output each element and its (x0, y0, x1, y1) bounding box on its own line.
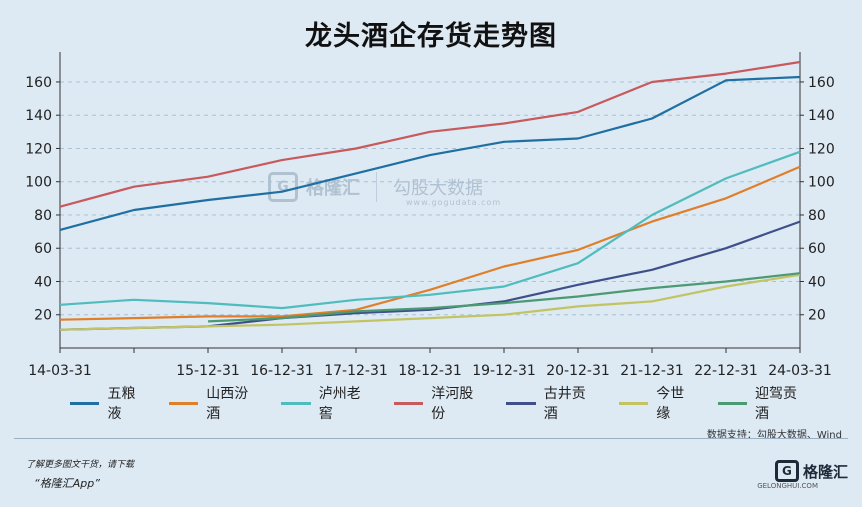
x-tick-label: 22-12-31 (694, 363, 758, 379)
legend-label: 山西汾酒 (206, 386, 249, 422)
series-line (59, 273, 801, 331)
legend-label: 五粮液 (107, 386, 136, 422)
watermark-text: 勾股大数据 (393, 178, 483, 199)
y-tick-label-right: 100 (808, 175, 835, 191)
data-source: 数据支持：勾股大数据、Wind (706, 430, 842, 441)
legend-label: 泸州老窖 (318, 386, 361, 422)
series-line (207, 272, 801, 323)
x-tick-label: 21-12-31 (620, 363, 684, 379)
legend-item: 山西汾酒 (168, 383, 262, 423)
legend-label: 洋河股份 (431, 386, 474, 422)
brand-name: 格隆汇 (802, 462, 848, 481)
footer-note: 了解更多图文干货，请下载 (26, 460, 135, 470)
legend-item: 古井贡酒 (506, 383, 599, 423)
x-tick-label: 17-12-31 (324, 363, 388, 379)
y-tick-label-left: 160 (25, 75, 52, 91)
y-tick-label-right: 140 (808, 108, 835, 124)
legend-swatch (717, 401, 748, 405)
watermark-url: www.gogudata.com (406, 198, 502, 207)
line-chart: 20 20 40 40 60 60 80 80 100 100 120 120 140 140 160 160… (25, 52, 835, 379)
watermark-divider (376, 172, 377, 202)
series-line (59, 150, 801, 310)
y-tick-label-left: 20 (34, 308, 52, 324)
y-tick-label-left: 60 (34, 241, 52, 257)
legend-swatch (618, 401, 649, 405)
footer-app-name: “格隆汇App” (34, 477, 100, 490)
y-tick-label-left: 80 (34, 208, 52, 224)
legend-swatch (506, 401, 536, 405)
x-tick-label: 16-12-31 (250, 363, 314, 379)
legend-label: 古井贡酒 (543, 386, 586, 422)
y-tick-label-right: 160 (808, 75, 835, 91)
y-tick-label-left: 100 (25, 175, 52, 191)
x-tick-label: 18-12-31 (398, 363, 462, 379)
x-tick-label: 19-12-31 (472, 363, 536, 379)
brand-sub: GELONGHUI.COM (757, 482, 818, 490)
legend-item: 泸州老窖 (281, 383, 374, 423)
legend-swatch (70, 401, 100, 405)
chart-title: 龙头酒企存货走势图 (305, 21, 557, 52)
legend-swatch (393, 401, 424, 405)
x-tick-label: 24-03-31 (768, 363, 832, 379)
x-tick-label: 14-03-31 (28, 363, 92, 379)
y-tick-label-right: 20 (808, 308, 826, 324)
series-line (59, 60, 801, 208)
series-line (59, 220, 801, 331)
legend-label: 迎驾贡酒 (755, 386, 798, 422)
legend-swatch (281, 401, 311, 405)
y-tick-label-right: 40 (808, 274, 826, 290)
series-line (59, 165, 801, 321)
y-tick-label-right: 80 (808, 208, 826, 224)
y-tick-label-right: 60 (808, 241, 826, 257)
legend-item: 五粮液 (70, 383, 149, 423)
footer-divider (14, 438, 848, 439)
y-tick-label-left: 120 (25, 141, 52, 157)
x-tick-label: 15-12-31 (176, 363, 240, 379)
y-tick-label-left: 40 (34, 274, 52, 290)
y-tick-label-left: 140 (25, 108, 52, 124)
legend-item: 迎驾贡酒 (717, 383, 811, 423)
legend-swatch (168, 401, 199, 405)
legend-item: 今世缘 (618, 383, 698, 423)
legend-label: 今世缘 (656, 386, 685, 422)
brand-logo: G 格隆汇 GELONGHUI.COM (757, 460, 848, 490)
legend-item: 洋河股份 (393, 383, 487, 423)
brand-logo-icon: G (774, 460, 799, 482)
chart-legend: 五粮液 山西汾酒 泸州老窖 洋河股份 古井贡酒 今世缘 迎驾贡酒 (70, 386, 810, 422)
y-tick-label-right: 120 (808, 141, 835, 157)
x-tick-label: 20-12-31 (546, 363, 610, 379)
series-line (59, 75, 801, 231)
